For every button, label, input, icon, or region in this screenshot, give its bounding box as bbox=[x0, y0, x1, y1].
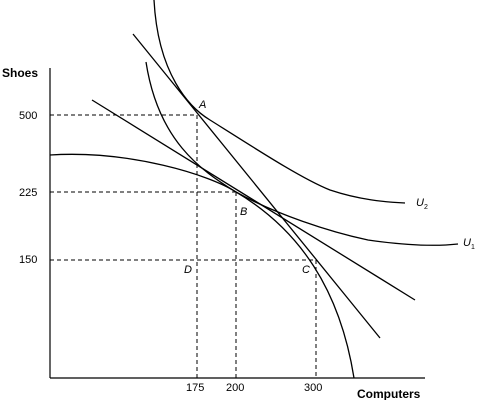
curve-label-u2: U2 bbox=[416, 197, 428, 211]
point-label-c: C bbox=[302, 264, 310, 276]
y-tick-500: 500 bbox=[19, 110, 37, 122]
price-line-a-c bbox=[132, 33, 381, 339]
y-tick-225: 225 bbox=[19, 187, 37, 199]
curve-label-u1-name: U bbox=[463, 237, 471, 249]
curve-label-u2-name: U bbox=[416, 197, 424, 209]
curve-label-u1-sub: 1 bbox=[471, 244, 475, 251]
point-label-b: B bbox=[240, 206, 247, 218]
price-line-b bbox=[91, 99, 416, 301]
indifference-curve-u1 bbox=[145, 61, 459, 246]
x-axis-title: Computers bbox=[357, 387, 421, 400]
y-tick-150: 150 bbox=[19, 254, 37, 266]
x-tick-200: 200 bbox=[226, 382, 244, 394]
curve-label-u2-sub: 2 bbox=[424, 204, 428, 211]
x-tick-300: 300 bbox=[304, 382, 322, 394]
production-possibility-frontier bbox=[49, 153, 355, 379]
x-tick-175: 175 bbox=[186, 382, 204, 394]
point-label-a: A bbox=[198, 99, 206, 111]
curve-label-u1: U1 bbox=[463, 237, 475, 251]
indifference-curve-u2 bbox=[153, 0, 406, 204]
y-axis-title: Shoes bbox=[2, 66, 38, 80]
point-label-d: D bbox=[184, 264, 192, 276]
